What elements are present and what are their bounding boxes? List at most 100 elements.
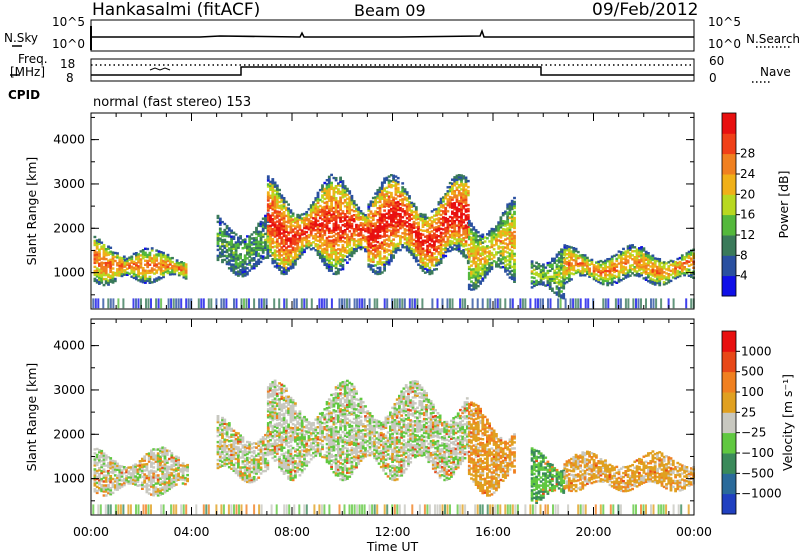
echo-cell: [588, 267, 591, 270]
echo-cell: [152, 472, 156, 475]
echo-cell: [378, 186, 382, 190]
echo-cell: [421, 251, 425, 254]
echo-cell: [510, 205, 514, 209]
echo-cell: [551, 263, 554, 266]
echo-cell: [490, 231, 494, 235]
echo-cell: [453, 226, 457, 229]
echo-cell: [269, 244, 272, 247]
echo-cell: [357, 206, 361, 209]
echo-cell: [132, 482, 135, 485]
echo-cell: [264, 218, 267, 222]
echo-cell: [392, 180, 395, 183]
echo-cell: [117, 298, 120, 309]
echo-cell: [586, 272, 589, 275]
echo-cell: [374, 202, 377, 205]
echo-cell: [280, 198, 284, 201]
echo-cell: [562, 295, 566, 298]
echo-cell: [474, 261, 478, 264]
echo-cell: [156, 448, 160, 451]
echo-cell: [320, 298, 323, 309]
echo-cell: [656, 271, 659, 275]
echo-cell: [104, 250, 108, 253]
echo-cell: [120, 274, 124, 278]
echo-cell: [615, 263, 619, 266]
echo-cell: [293, 298, 296, 309]
echo-cell: [396, 180, 400, 184]
echo-cell: [417, 233, 420, 236]
echo-cell: [592, 271, 596, 275]
echo-cell: [155, 298, 158, 309]
echo-cell: [157, 250, 161, 253]
echo-cell: [676, 275, 680, 279]
echo-cell: [327, 263, 331, 266]
echo-cell: [305, 234, 309, 238]
echo-cell: [321, 252, 324, 255]
echo-cell: [152, 490, 156, 493]
echo-cell: [325, 202, 329, 206]
echo-cell: [501, 261, 505, 265]
echo-cell: [426, 244, 429, 248]
echo-cell: [232, 255, 236, 258]
echo-cell: [316, 211, 320, 215]
echo-cell: [280, 204, 284, 207]
echo-cell: [557, 293, 561, 296]
echo-cell: [137, 257, 140, 260]
echo-cell: [394, 209, 398, 212]
echo-cell: [430, 236, 434, 239]
echo-cell: [399, 240, 402, 244]
echo-cell: [100, 451, 104, 455]
echo-cell: [170, 486, 174, 489]
echo-cell: [508, 204, 512, 207]
echo-cell: [506, 251, 510, 254]
echo-cell: [132, 466, 135, 469]
echo-cell: [312, 211, 315, 214]
echo-cell: [433, 264, 436, 267]
echo-cell: [586, 270, 589, 274]
echo-cell: [508, 252, 512, 255]
echo-cell: [255, 260, 258, 264]
echo-cell: [610, 265, 614, 268]
echo-cell: [325, 179, 329, 182]
echo-cell: [278, 188, 281, 192]
echo-cell: [123, 259, 127, 262]
echo-cell: [464, 196, 468, 199]
echo-cell: [330, 213, 333, 216]
echo-cell: [470, 252, 473, 255]
echo-cell: [470, 260, 473, 263]
echo-cell: [266, 251, 270, 254]
echo-cell: [490, 261, 494, 265]
echo-cell: [658, 280, 662, 283]
echo-cell: [334, 238, 338, 242]
echo-cell: [405, 217, 409, 220]
echo-cell: [325, 189, 329, 192]
echo-cell: [278, 218, 281, 222]
echo-cell: [327, 193, 331, 197]
echo-cell: [339, 192, 342, 195]
echo-cell: [273, 211, 277, 214]
echo-cell: [95, 475, 99, 479]
echo-cell: [162, 273, 165, 277]
echo-cell: [423, 249, 427, 252]
echo-cell: [282, 268, 286, 272]
echo-cell: [164, 256, 168, 260]
echo-cell: [168, 457, 171, 461]
echo-cell: [325, 264, 329, 268]
echo-cell: [159, 449, 162, 452]
echo-cell: [243, 240, 247, 243]
echo-cell: [508, 262, 512, 265]
echo-cell: [312, 221, 315, 224]
echo-cell: [405, 203, 409, 206]
echo-cell: [457, 202, 461, 205]
echo-cell: [387, 243, 391, 246]
echo-cell: [369, 224, 373, 227]
echo-cell: [635, 254, 639, 257]
echo-cell: [403, 234, 407, 237]
echo-cell: [132, 468, 135, 471]
echo-cell: [145, 465, 149, 468]
echo-cell: [537, 267, 541, 270]
echo-cell: [148, 277, 152, 280]
echo-cell: [453, 194, 457, 197]
echo-cell: [506, 243, 510, 246]
echo-cell: [501, 241, 505, 245]
echo-cell: [250, 267, 254, 270]
